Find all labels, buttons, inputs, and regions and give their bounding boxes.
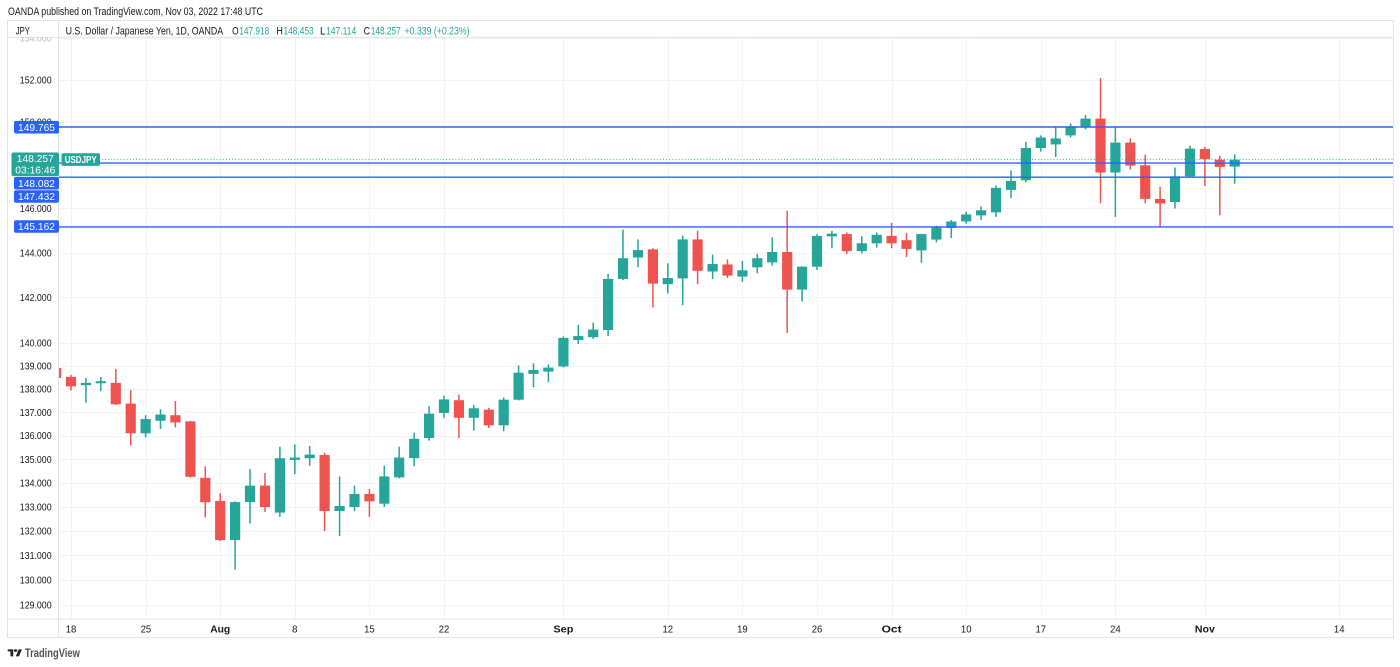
svg-text:+0.339 (+0.23%): +0.339 (+0.23%) <box>405 25 470 37</box>
svg-text:USDJPY: USDJPY <box>65 154 97 166</box>
svg-text:24: 24 <box>1110 624 1121 636</box>
svg-text:129.000: 129.000 <box>20 599 52 611</box>
svg-text:18: 18 <box>66 624 77 636</box>
svg-text:140.000: 140.000 <box>20 337 52 349</box>
svg-text:131.000: 131.000 <box>20 550 52 562</box>
svg-text:147.918: 147.918 <box>239 25 269 37</box>
svg-text:132.000: 132.000 <box>20 526 52 538</box>
svg-text:26: 26 <box>812 624 823 636</box>
svg-text:130.000: 130.000 <box>20 575 52 587</box>
svg-text:25: 25 <box>141 624 152 636</box>
svg-text:147.114: 147.114 <box>326 25 356 37</box>
svg-text:148.257: 148.257 <box>17 153 54 165</box>
svg-text:O: O <box>232 25 239 37</box>
svg-text:8: 8 <box>292 624 297 636</box>
svg-text:10: 10 <box>961 624 972 636</box>
svg-text:148.453: 148.453 <box>284 25 314 37</box>
svg-text:152.000: 152.000 <box>20 74 52 86</box>
svg-text:Nov: Nov <box>1195 624 1215 636</box>
svg-text:Oct: Oct <box>882 624 903 636</box>
svg-text:C: C <box>364 25 371 37</box>
svg-text:144.000: 144.000 <box>20 247 52 259</box>
svg-text:148.257: 148.257 <box>371 25 401 37</box>
svg-text:136.000: 136.000 <box>20 430 52 442</box>
svg-text:154.000: 154.000 <box>20 33 52 45</box>
svg-text:14: 14 <box>1334 624 1345 636</box>
svg-text:147.432: 147.432 <box>18 191 55 203</box>
svg-text:138.000: 138.000 <box>20 384 52 396</box>
svg-text:15: 15 <box>364 624 375 636</box>
svg-text:Sep: Sep <box>553 624 573 636</box>
svg-text:TradingView: TradingView <box>25 647 81 660</box>
svg-text:148.082: 148.082 <box>18 178 55 190</box>
svg-text:12: 12 <box>663 624 674 636</box>
svg-text:142.000: 142.000 <box>20 292 52 304</box>
svg-text:134.000: 134.000 <box>20 478 52 490</box>
svg-text:19: 19 <box>737 624 748 636</box>
svg-text:137.000: 137.000 <box>20 407 52 419</box>
svg-text:17: 17 <box>1036 624 1047 636</box>
svg-text:L: L <box>320 25 326 37</box>
svg-text:22: 22 <box>439 624 450 636</box>
svg-text:135.000: 135.000 <box>20 454 52 466</box>
svg-text:03:16:46: 03:16:46 <box>15 165 55 177</box>
svg-text:OANDA published on TradingView: OANDA published on TradingView.com, Nov … <box>8 6 263 18</box>
svg-text:H: H <box>276 25 283 37</box>
svg-text:139.000: 139.000 <box>20 360 52 372</box>
svg-text:149.765: 149.765 <box>18 122 55 134</box>
svg-text:133.000: 133.000 <box>20 502 52 514</box>
svg-text:145.162: 145.162 <box>18 221 55 233</box>
svg-text:U.S. Dollar / Japanese Yen, 1D: U.S. Dollar / Japanese Yen, 1D, OANDA <box>66 25 224 37</box>
svg-text:JPY: JPY <box>16 25 30 37</box>
svg-text:146.000: 146.000 <box>20 203 52 215</box>
svg-text:Aug: Aug <box>210 624 230 636</box>
